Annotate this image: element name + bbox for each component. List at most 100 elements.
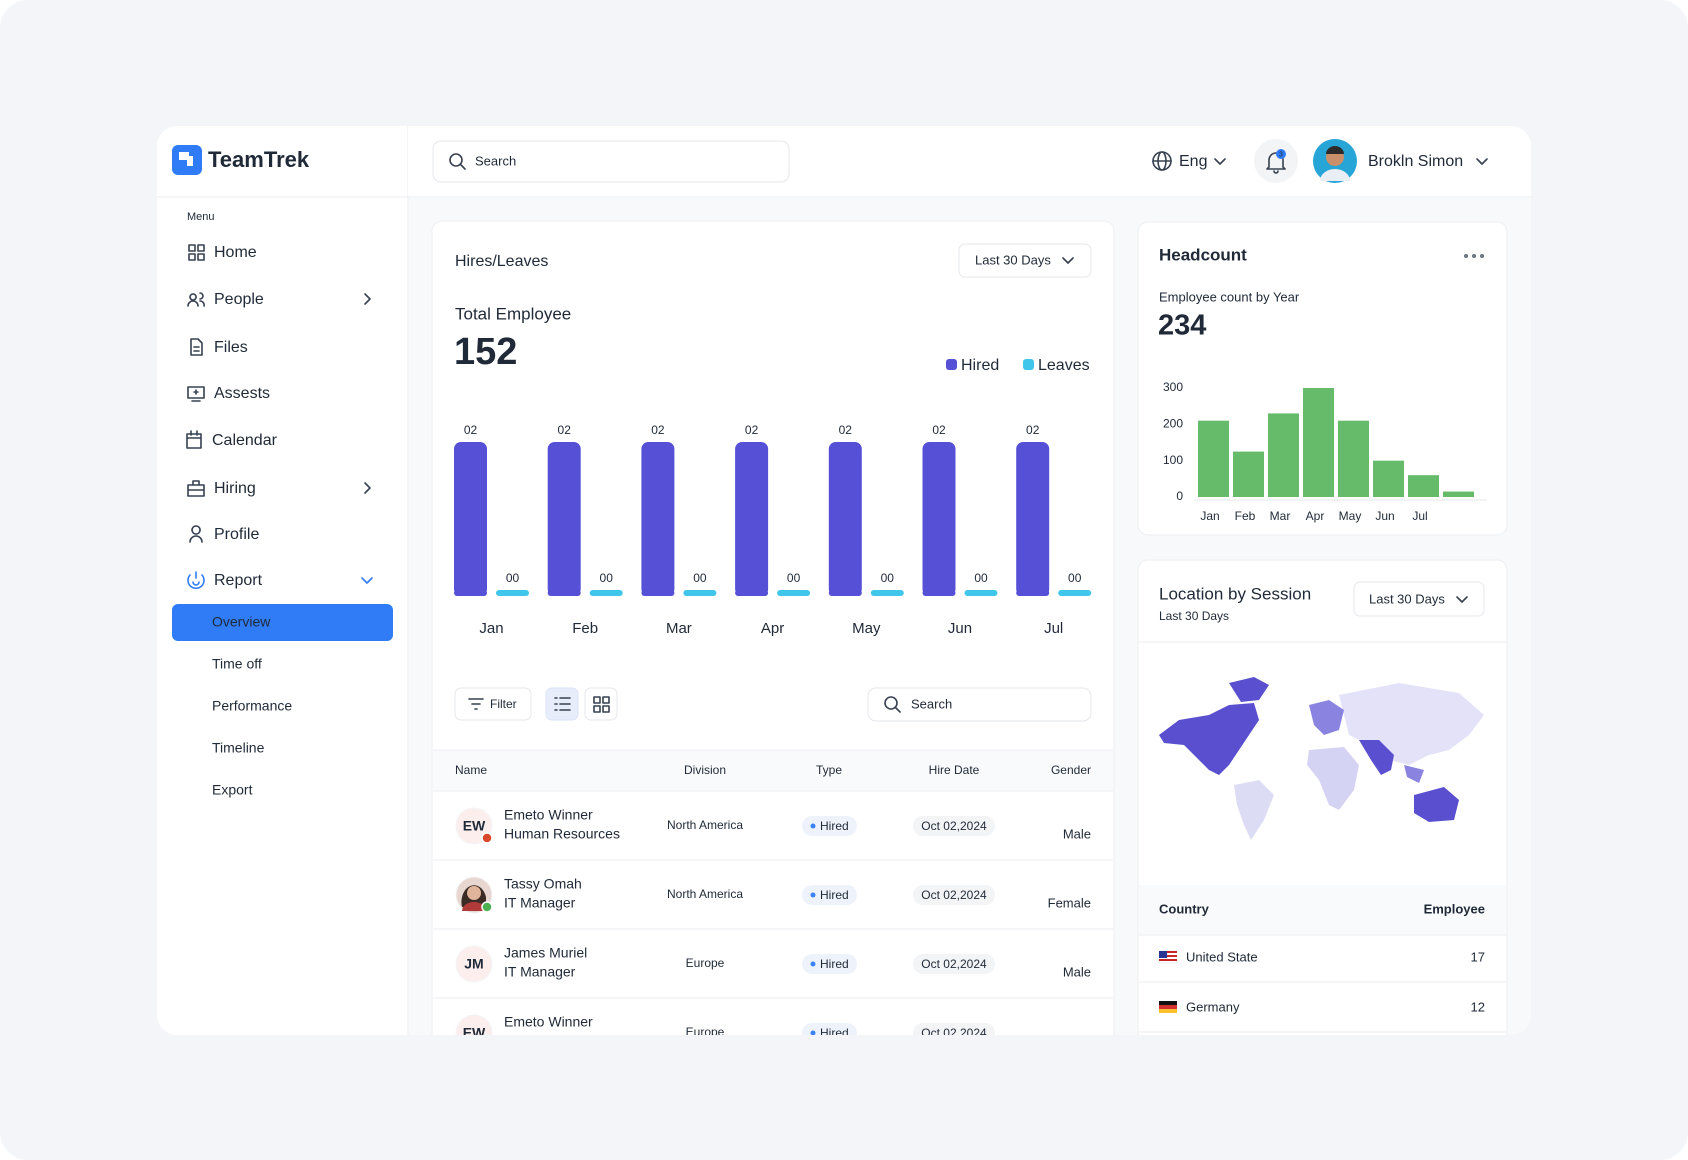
more-dot[interactable] (1480, 254, 1484, 258)
subtitle: Employee count by Year (1159, 289, 1300, 304)
bar (641, 442, 675, 596)
submenu-item[interactable]: Timeline (212, 740, 265, 756)
search-icon (449, 153, 463, 167)
bar-track (496, 590, 529, 596)
app-window: TeamTrek Menu Home People Files Assests Cale… (157, 126, 1531, 1040)
table-header (433, 750, 1113, 791)
total-label: Total Employee (455, 304, 571, 323)
menu-icon (188, 244, 205, 261)
x-tick-label: Jan (479, 620, 503, 637)
active-pill (172, 604, 393, 641)
menu-item[interactable]: Home (214, 244, 257, 261)
grid-icon (593, 696, 610, 713)
chevron (1456, 596, 1468, 603)
type: Hired (820, 819, 849, 833)
brand: TeamTrek (208, 147, 310, 172)
employee-name: Emeto Winner (504, 807, 593, 823)
date-pill (913, 816, 995, 836)
avatar-initials: JM (464, 956, 483, 972)
menu-item[interactable]: Calendar (212, 432, 278, 449)
filter-button[interactable] (454, 687, 532, 721)
bar (1303, 388, 1334, 497)
column-header: Employee (1424, 901, 1485, 916)
menu-item[interactable]: People (214, 291, 264, 308)
submenu-item[interactable]: Performance (212, 698, 292, 714)
chevron (1476, 158, 1488, 165)
value-label: 00 (974, 571, 988, 585)
submenu-item[interactable]: Time off (212, 656, 262, 672)
hire-date: Oct 02,2024 (921, 819, 987, 833)
x-tick-label: Apr (761, 620, 784, 637)
user-name[interactable]: Brokln Simon (1368, 153, 1463, 170)
grid-view-button[interactable] (584, 687, 618, 721)
sidebar (157, 126, 408, 1035)
employee-count: 17 (1471, 949, 1485, 964)
bar (1443, 491, 1474, 497)
bar (735, 442, 769, 596)
value-label: 02 (558, 423, 572, 437)
x-tick-label: Jul (1412, 509, 1427, 523)
x-tick-label: Apr (1306, 509, 1325, 523)
search-placeholder: Search (475, 153, 516, 168)
more-dot[interactable] (1464, 254, 1468, 258)
flag-stripe (1159, 951, 1177, 953)
value-label: 00 (600, 571, 614, 585)
type: Hired (820, 1026, 849, 1040)
column-header: Division (684, 763, 726, 777)
bar (1338, 420, 1369, 497)
x-tick-label: Jan (1200, 509, 1219, 523)
submenu-item[interactable]: Overview (212, 614, 271, 630)
avatar-body (462, 902, 486, 911)
column-header: Country (1159, 901, 1210, 916)
region (1229, 677, 1269, 702)
search-box[interactable] (432, 140, 790, 183)
bar (1016, 442, 1050, 596)
bar-track (1058, 590, 1092, 596)
menu-item[interactable]: Files (214, 339, 248, 356)
language[interactable]: Eng (1179, 153, 1207, 170)
period: Last 30 Days (975, 252, 1051, 267)
submenu-item[interactable]: Export (212, 782, 253, 798)
badge-dot (810, 961, 816, 967)
x-tick-label: Jul (1044, 620, 1063, 637)
menu-icon (190, 338, 203, 356)
table-search[interactable] (867, 687, 1092, 722)
chevron (364, 482, 371, 494)
country: United State (1186, 949, 1258, 964)
menu-item[interactable]: Assests (214, 385, 270, 402)
menu-item[interactable]: Hiring (214, 480, 256, 497)
bell-button[interactable] (1254, 139, 1298, 183)
menu-icon (186, 430, 202, 449)
x-tick-label: May (852, 620, 881, 637)
employee-role: IT Manager (504, 895, 576, 911)
value-label: 00 (787, 571, 801, 585)
flag-stripe (1159, 959, 1177, 961)
type-badge (802, 954, 857, 974)
card-title: Hires/Leaves (455, 253, 548, 270)
bar (828, 442, 862, 596)
region (1414, 787, 1459, 822)
chevron (361, 577, 373, 584)
bar-track (683, 590, 717, 596)
value-label: 02 (932, 423, 946, 437)
employee-name: Emeto Winner (504, 1014, 593, 1030)
chevron (1214, 158, 1226, 165)
type-badge (802, 816, 857, 836)
hires-chart: Hired 02 02 02 02 02 02 02 Leaves 00 00 00 00 00 00 00 J… (454, 357, 1092, 637)
avatar (455, 1014, 493, 1035)
type-badge (802, 1023, 857, 1035)
menu-item[interactable]: Report (214, 572, 263, 589)
region (1404, 765, 1424, 783)
x-tick-label: Mar (666, 620, 692, 637)
flag-canton (1159, 951, 1167, 958)
avatar-initials: EW (463, 818, 486, 834)
period-dropdown[interactable] (958, 243, 1092, 278)
more-dot[interactable] (1472, 254, 1476, 258)
x-tick-label: Jun (1375, 509, 1394, 523)
period-dropdown[interactable] (1353, 581, 1485, 617)
date-pill (913, 885, 995, 905)
world-map (1159, 677, 1484, 840)
menu-item[interactable]: Profile (214, 526, 259, 543)
